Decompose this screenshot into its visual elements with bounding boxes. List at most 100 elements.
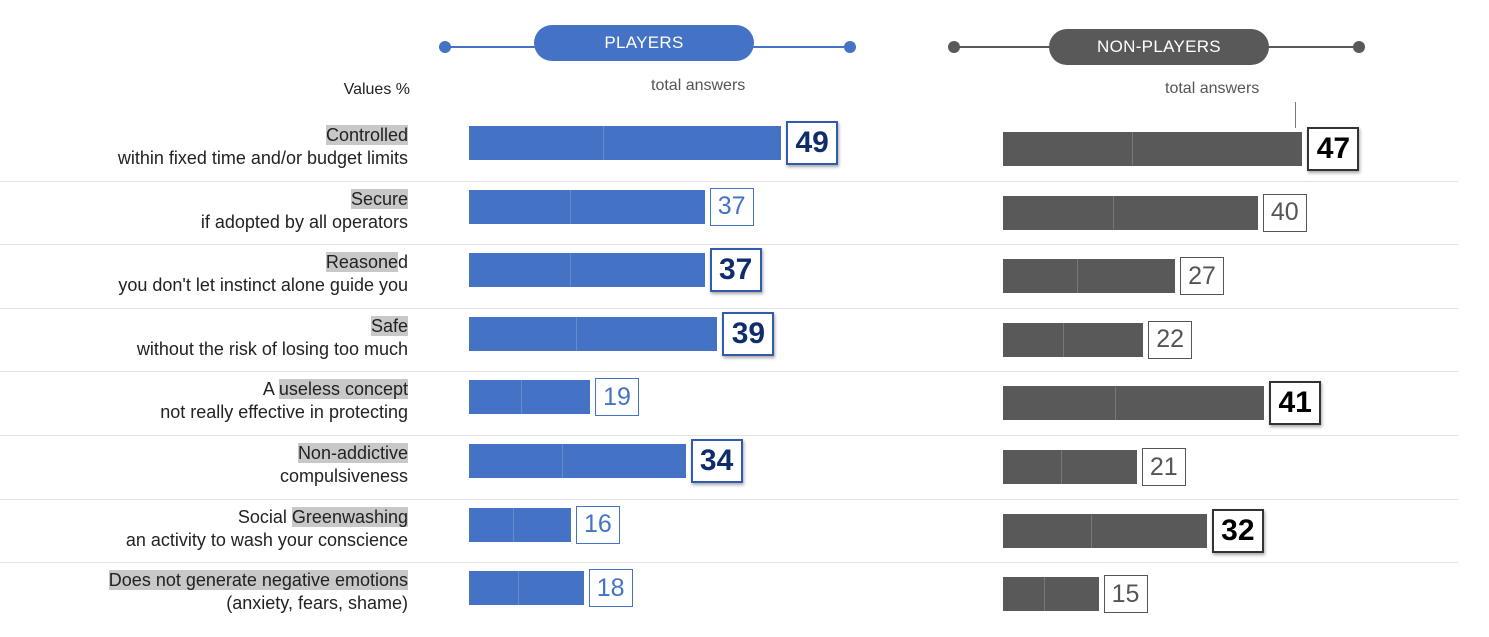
row-label-main: Social Greenwashing <box>0 506 408 529</box>
row-label-main: A useless concept <box>0 378 408 401</box>
row-label-sub: not really effective in protecting <box>160 402 408 423</box>
row-label-highlight: Does not generate negative emotions <box>108 570 408 591</box>
bar-segment-divider <box>513 507 514 542</box>
non-players-bar <box>1003 195 1258 230</box>
row-label-highlight: Safe <box>370 315 408 336</box>
row-label-prefix: A <box>262 379 279 400</box>
non-players-bar <box>1003 322 1144 357</box>
non-players-bar <box>1003 450 1137 484</box>
bar-segment-divider <box>576 316 577 351</box>
players-value-label: 37 <box>709 248 762 293</box>
row-label: Secure if adopted by all operators <box>0 188 408 234</box>
row-label: Does not generate negative emotions (anxi… <box>0 569 408 615</box>
row-separator <box>0 244 1458 246</box>
players-bar <box>469 316 718 351</box>
row-label-main: Does not generate negative emotions <box>0 569 408 592</box>
players-header-pill: PLAYERS <box>534 25 754 61</box>
bar-segment-divider <box>518 571 519 606</box>
non-players-bar <box>1003 513 1207 548</box>
row-label: A useless concept not really effective in… <box>0 378 408 424</box>
players-value-label: 49 <box>786 121 839 165</box>
non-players-value-label: 47 <box>1307 127 1360 171</box>
row-label-highlight: Reasone <box>325 252 398 273</box>
bar-segment-divider <box>1044 577 1045 612</box>
row-label-sub: (anxiety, fears, shame) <box>226 593 408 614</box>
bar-segment-divider <box>1077 259 1078 294</box>
row-label-sub: an activity to wash your conscience <box>125 529 408 550</box>
non-players-bar <box>1003 577 1099 612</box>
players-bar <box>469 189 705 224</box>
bar-segment-divider <box>1063 322 1064 357</box>
non-players-bar <box>1003 132 1303 166</box>
row-separator <box>0 498 1458 500</box>
row-label-sub: within fixed time and/or budget limits <box>117 148 408 168</box>
row-label-prefix: Social <box>237 506 292 527</box>
players-bar <box>469 507 571 542</box>
non-players-bar <box>1003 259 1175 294</box>
non-players-value-label: 40 <box>1262 193 1307 232</box>
row-label-sub: if adopted by all operators <box>200 211 408 232</box>
players-bar <box>469 571 584 606</box>
non-players-value-label: 41 <box>1269 381 1322 426</box>
non-players-value-label: 27 <box>1179 257 1224 296</box>
players-value-label: 18 <box>588 569 633 608</box>
non-players-bar <box>1003 386 1265 421</box>
row-separator <box>0 562 1458 564</box>
row-separator <box>0 371 1458 373</box>
row-label-suffix: d <box>397 252 408 273</box>
bar-segment-divider <box>570 189 571 224</box>
row-label-sub: you don't let instinct alone guide you <box>118 275 408 296</box>
non-players-value-label: 15 <box>1103 575 1148 614</box>
row-label-main: Non-addictive <box>0 442 408 465</box>
players-value-label: 19 <box>595 378 640 417</box>
non-players-total-answers-label: total answers <box>1165 80 1260 97</box>
bar-segment-divider <box>521 380 522 415</box>
row-label-main: Secure <box>0 188 408 211</box>
row-label-highlight: Secure <box>350 188 408 209</box>
row-separator <box>0 180 1458 182</box>
row-label-main: Controlled <box>0 124 408 147</box>
players-bar <box>469 380 591 415</box>
bar-segment-divider <box>1113 195 1114 230</box>
bar-segment-divider <box>570 253 571 288</box>
players-bar <box>469 444 686 478</box>
non-players-header-right-dot <box>1353 41 1365 53</box>
row-label-highlight: useless concept <box>278 379 408 400</box>
non-players-header-left-dot <box>948 41 960 53</box>
bar-segment-divider <box>1115 386 1116 421</box>
row-label: Safe without the risk of losing too much <box>0 315 408 361</box>
non-players-total-tick <box>1295 102 1296 128</box>
non-players-value-label: 21 <box>1141 448 1186 486</box>
bar-segment-divider <box>562 444 563 478</box>
non-players-value-label: 22 <box>1148 320 1193 359</box>
bar-segment-divider <box>603 126 604 160</box>
bar-segment-divider <box>1061 450 1062 484</box>
row-label: Reasoned you don't let instinct alone gui… <box>0 251 408 297</box>
row-separator <box>0 307 1458 309</box>
values-percent-label: Values % <box>343 81 410 98</box>
row-label: Non-addictive compulsiveness <box>0 442 408 488</box>
players-value-label: 34 <box>690 439 743 483</box>
row-label-sub: compulsiveness <box>279 466 408 486</box>
players-header-right-dot <box>844 41 856 53</box>
row-label-highlight: Non-addictive <box>297 443 408 463</box>
row-label-highlight: Controlled <box>325 125 408 145</box>
players-bar <box>469 253 705 288</box>
row-separator <box>0 435 1458 436</box>
players-value-label: 16 <box>575 505 620 544</box>
bar-segment-divider <box>1091 513 1092 548</box>
row-label: Controlled within fixed time and/or budge… <box>0 124 408 170</box>
non-players-header-pill: NON-PLAYERS <box>1049 29 1269 65</box>
row-label: Social Greenwashing an activity to wash y… <box>0 506 408 552</box>
players-value-label: 39 <box>722 311 775 356</box>
players-bar <box>469 126 782 160</box>
non-players-value-label: 32 <box>1211 508 1264 553</box>
players-total-answers-label: total answers <box>651 77 746 94</box>
row-label-main: Reasoned <box>0 251 408 274</box>
row-label-main: Safe <box>0 315 408 338</box>
bar-segment-divider <box>1132 132 1133 166</box>
players-header-left-dot <box>439 41 451 53</box>
row-label-highlight: Greenwashing <box>291 506 408 527</box>
players-value-label: 37 <box>709 187 754 226</box>
row-label-sub: without the risk of losing too much <box>136 338 408 359</box>
